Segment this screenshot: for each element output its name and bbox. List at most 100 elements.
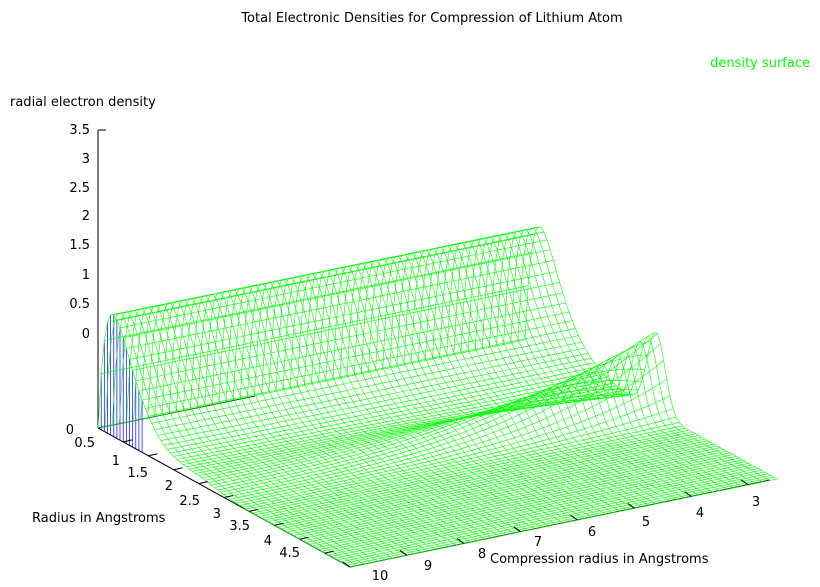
surface-gridline-compression	[107, 234, 535, 323]
surface-gridline-compression	[183, 379, 611, 465]
x-tick-mark	[684, 491, 692, 498]
z-tick-label: 0	[66, 423, 74, 438]
x-tick-mark	[513, 526, 522, 533]
x-tick-mark	[342, 561, 351, 568]
y-tick-label: 0.5	[74, 436, 95, 451]
surface-gridline-compression	[315, 459, 743, 549]
z-tick-label: 2	[82, 209, 90, 224]
z-axis-label: radial electron density	[10, 95, 156, 110]
surface-gridline-compression	[208, 393, 636, 483]
surface-gridline-compression	[154, 341, 582, 430]
y-tick-mark	[249, 508, 259, 512]
surface-gridline-compression	[123, 249, 551, 338]
y-tick-label: 4	[264, 534, 272, 549]
surface-gridline-compression	[274, 437, 702, 526]
surface-gridline-compression	[129, 271, 557, 360]
surface-gridline-compression	[337, 471, 765, 561]
surface-gridline-compression	[255, 425, 683, 515]
surface-gridline-radius	[524, 226, 778, 480]
surface-gridline-compression	[176, 373, 604, 460]
x-tick-mark	[570, 514, 578, 521]
surface-gridline-compression	[119, 239, 548, 329]
surface-gridline-compression	[189, 385, 617, 470]
surface-gridline-compression	[299, 450, 727, 540]
surface-gridline-compression	[302, 452, 730, 542]
surface-gridline-compression	[145, 320, 573, 409]
x-tick-mark	[456, 538, 465, 544]
surface-gridline-compression	[264, 431, 693, 521]
surface-gridline-compression	[179, 376, 607, 463]
surface-gridline-compression	[268, 433, 696, 523]
x-tick-labels: 10 9 8 7 6 5 4 3	[372, 495, 760, 584]
z-tick-label: 3.5	[69, 123, 90, 138]
surface-gridline-compression	[343, 475, 771, 564]
y-tick-label: 3	[213, 507, 221, 522]
surface-gridline-compression	[104, 252, 532, 341]
surface-gridline-compression	[296, 449, 724, 538]
surface-gridline-compression	[135, 292, 563, 382]
y-tick-mark	[198, 481, 208, 485]
surface-gridline-compression	[138, 302, 567, 392]
surface-gridline-compression	[280, 440, 708, 530]
surface-gridline-compression	[160, 353, 589, 441]
x-tick-label: 5	[642, 515, 650, 530]
surface-gridline-compression	[132, 282, 560, 371]
surface-gridline-compression	[312, 457, 740, 547]
y-tick-mark	[274, 522, 284, 526]
x-tick-mark	[741, 479, 749, 486]
surface-gridline-compression	[239, 378, 667, 506]
x-tick-mark	[399, 549, 408, 556]
y-tick-mark	[148, 453, 158, 457]
surface-gridline-compression	[211, 389, 639, 486]
x-tick-label: 7	[534, 535, 542, 550]
chart-title: Total Electronic Densities for Compressi…	[240, 11, 622, 26]
x-tick-mark	[627, 502, 635, 509]
surface-gridline-compression	[167, 362, 595, 450]
x-tick-label: 10	[372, 569, 389, 584]
y-tick-mark	[123, 439, 133, 443]
surface-gridline-compression	[349, 478, 778, 568]
surface-gridline-compression	[113, 226, 541, 316]
y-tick-label: 1.5	[127, 466, 148, 481]
surface-gridline-compression	[309, 456, 737, 545]
z-tick-label: 0	[82, 327, 90, 342]
surface-gridline-compression	[233, 343, 661, 502]
surface-gridline-compression	[220, 354, 648, 493]
surface-gridline-compression	[286, 443, 715, 533]
z-tick-label: 1	[82, 268, 90, 283]
surface-gridline-compression	[334, 470, 762, 559]
surface-gridline-compression	[324, 464, 752, 554]
legend-entry-density-surface: density surface	[710, 56, 810, 71]
surface-gridline-compression	[214, 380, 642, 488]
y-tick-labels: 0.5 1 1.5 2 2.5 3 3.5 4 4.5	[74, 436, 300, 561]
y-tick-marks	[123, 439, 334, 554]
surface-gridline-compression	[110, 226, 538, 316]
z-tick-label: 3	[82, 152, 90, 167]
surface-gridline-compression	[346, 477, 774, 566]
z-tick-label: 0.5	[69, 297, 90, 312]
surface-gridline-compression	[230, 333, 658, 500]
y-tick-label: 3.5	[229, 519, 250, 534]
y-axis-label: Radius in Angstroms	[32, 511, 166, 526]
x-axis-label: Compression radius in Angstroms	[490, 552, 709, 567]
surface-gridline-compression	[246, 408, 674, 510]
surface-gridline-compression	[283, 442, 711, 531]
x-tick-label: 6	[588, 525, 596, 540]
surface-gridline-compression	[290, 445, 718, 535]
surface-gridline-compression	[173, 370, 601, 457]
surface-gridline-compression	[195, 390, 623, 474]
surface-hidden-gridlines	[100, 315, 143, 453]
surface-gridline-compression	[201, 393, 630, 479]
x-tick-marks	[342, 479, 749, 568]
surface-gridline-compression	[293, 447, 721, 536]
surface-gridline-compression	[340, 473, 768, 563]
surface-gridline-compression	[126, 260, 554, 349]
surface-gridline-compression	[331, 468, 759, 557]
z-tick-labels: 3.5 3 2.5 2 1.5 1 0.5 0 0	[66, 123, 90, 438]
y-tick-mark	[299, 536, 309, 540]
surface-gridline-compression	[151, 335, 579, 424]
surface-gridline-radius	[517, 228, 771, 481]
y-tick-label: 2.5	[179, 494, 200, 509]
surface-gridline-compression	[252, 422, 680, 514]
